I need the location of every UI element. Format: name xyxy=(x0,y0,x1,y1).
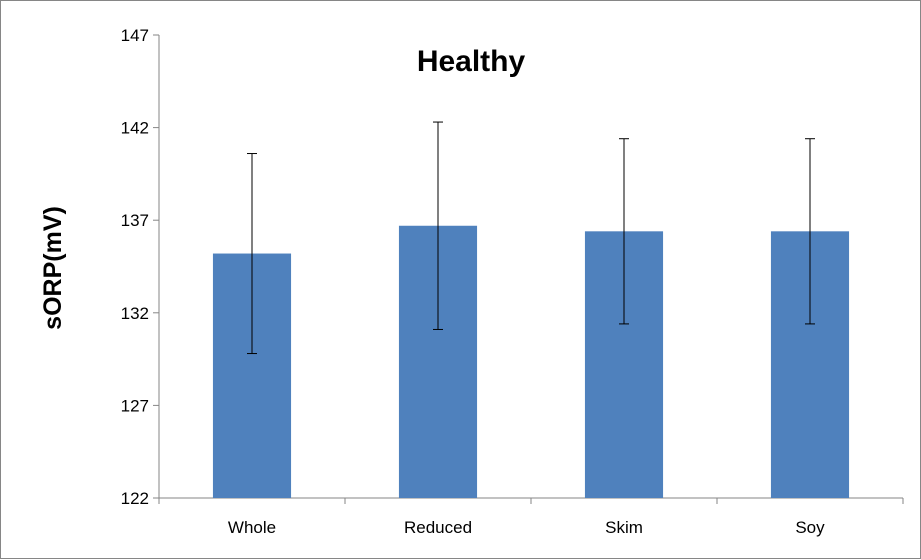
y-axis-label: sORP(mV) xyxy=(39,206,67,330)
x-tick-label: Whole xyxy=(228,518,276,537)
x-tick-label: Skim xyxy=(605,518,643,537)
y-tick-label: 132 xyxy=(121,304,149,323)
y-axis: 122 127 132 137 142 147 xyxy=(121,26,160,508)
error-bars xyxy=(247,121,815,355)
x-tick-label: Reduced xyxy=(404,518,472,537)
chart-title: Healthy xyxy=(417,45,526,78)
y-tick-label: 147 xyxy=(121,26,149,45)
y-tick-label: 127 xyxy=(121,396,149,415)
x-axis: Whole Reduced Skim Soy xyxy=(158,497,904,537)
bar-series xyxy=(212,225,850,499)
y-tick-label: 122 xyxy=(121,489,149,508)
y-tick-label: 142 xyxy=(121,119,149,138)
x-tick-label: Soy xyxy=(795,518,825,537)
y-tick-label: 137 xyxy=(121,211,149,230)
